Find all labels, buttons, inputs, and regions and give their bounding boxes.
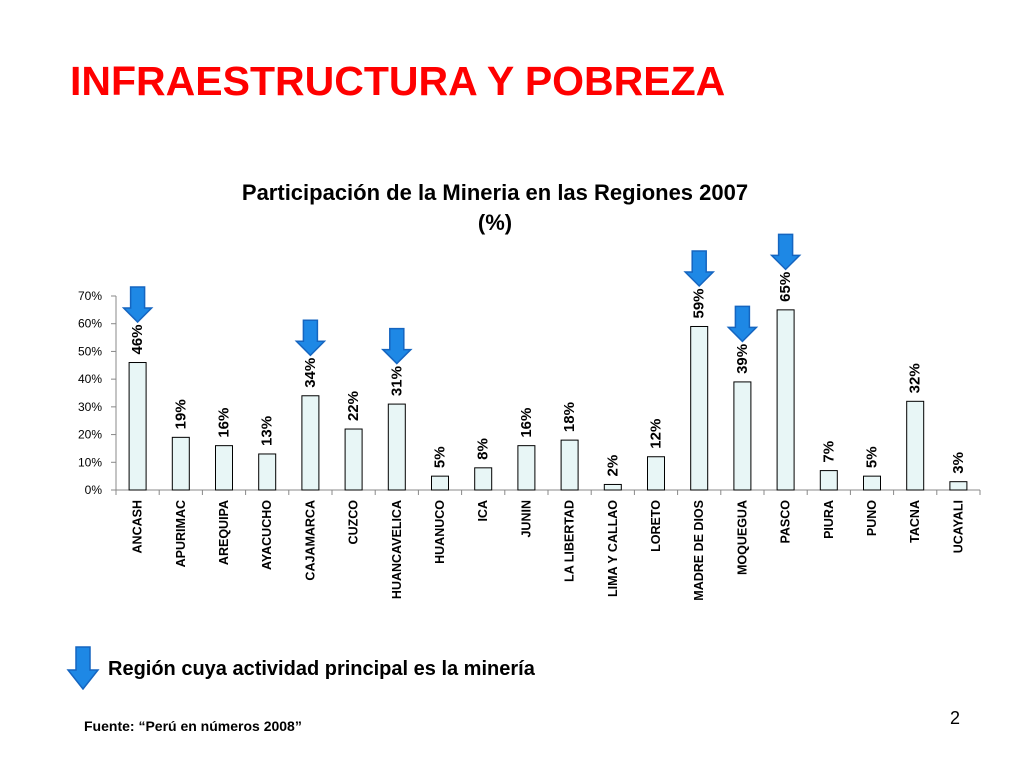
source-note: Fuente: “Perú en números 2008” bbox=[84, 718, 302, 734]
down-arrow-icon bbox=[726, 305, 759, 343]
y-tick-label: 50% bbox=[78, 344, 102, 358]
category-label: CAJAMARCA bbox=[303, 500, 317, 581]
category-label: MADRE DE DIOS bbox=[692, 500, 706, 601]
category-label: HUANUCO bbox=[433, 500, 447, 564]
category-label: UCAYALI bbox=[951, 500, 965, 553]
data-label: 3% bbox=[950, 452, 967, 474]
y-tick-label: 60% bbox=[78, 317, 102, 331]
category-label: APURIMAC bbox=[174, 500, 188, 567]
bar-pasco bbox=[776, 309, 795, 491]
bar-huancavelica bbox=[387, 403, 406, 491]
data-label: 22% bbox=[345, 391, 362, 421]
data-label: 46% bbox=[129, 324, 146, 354]
data-label: 18% bbox=[561, 402, 578, 432]
category-label: PUNO bbox=[865, 500, 879, 536]
data-label: 19% bbox=[172, 399, 189, 429]
bar-lima-y-callao bbox=[603, 483, 622, 491]
bar-la-libertad bbox=[560, 439, 579, 491]
bar-apurimac bbox=[171, 436, 190, 491]
data-label: 2% bbox=[604, 455, 621, 477]
bar-madre-de-dios bbox=[690, 325, 709, 491]
down-arrow-icon bbox=[769, 233, 802, 271]
down-arrow-icon bbox=[294, 319, 327, 357]
bar-cuzco bbox=[344, 428, 363, 491]
category-label: CUZCO bbox=[347, 500, 361, 545]
category-label: ANCASH bbox=[131, 500, 145, 553]
bar-cajamarca bbox=[301, 395, 320, 491]
bar-ayacucho bbox=[258, 453, 277, 491]
data-label: 34% bbox=[302, 358, 319, 388]
bar-ancash bbox=[128, 362, 147, 491]
bar-moquegua bbox=[733, 381, 752, 491]
page-number: 2 bbox=[950, 708, 961, 728]
category-label: LA LIBERTAD bbox=[563, 500, 577, 582]
bar-ica bbox=[474, 467, 493, 491]
data-label: 65% bbox=[777, 272, 794, 302]
bar-tacna bbox=[906, 400, 925, 491]
data-label: 59% bbox=[691, 288, 708, 318]
bar-piura bbox=[819, 470, 838, 491]
data-label: 31% bbox=[388, 366, 405, 396]
down-arrow-icon bbox=[121, 286, 154, 324]
down-arrow-icon bbox=[66, 646, 100, 690]
bar-ucayali bbox=[949, 481, 968, 491]
data-label: 39% bbox=[734, 344, 751, 374]
down-arrow-icon bbox=[683, 250, 716, 288]
bar-loreto bbox=[647, 456, 665, 491]
data-label: 32% bbox=[907, 363, 924, 393]
chart-title: Participación de la Mineria en las Regio… bbox=[241, 180, 749, 205]
category-label: LORETO bbox=[649, 500, 663, 552]
chart-title-block: Participación de la Mineria en las Regio… bbox=[130, 178, 860, 238]
chart-subtitle: (%) bbox=[477, 210, 513, 235]
data-label: 5% bbox=[864, 446, 881, 468]
category-label: HUANCAVELICA bbox=[390, 500, 404, 599]
bar-arequipa bbox=[215, 445, 233, 491]
y-tick-label: 10% bbox=[78, 455, 102, 469]
category-label: PIURA bbox=[822, 500, 836, 539]
data-label: 16% bbox=[216, 408, 233, 438]
category-label: JUNIN bbox=[519, 500, 533, 538]
data-label: 8% bbox=[475, 438, 492, 460]
bar-junin bbox=[517, 445, 536, 491]
data-label: 12% bbox=[648, 419, 665, 449]
data-label: 13% bbox=[259, 416, 276, 446]
data-label: 7% bbox=[820, 441, 837, 463]
y-tick-label: 20% bbox=[78, 428, 102, 442]
category-label: PASCO bbox=[779, 500, 793, 544]
category-label: ICA bbox=[476, 500, 490, 522]
y-tick-label: 70% bbox=[78, 289, 102, 303]
down-arrow-icon bbox=[380, 327, 413, 365]
slide-title: INFRAESTRUCTURA Y POBREZA bbox=[70, 58, 726, 104]
category-label: LIMA Y CALLAO bbox=[606, 500, 620, 597]
bar-huanuco bbox=[431, 475, 449, 491]
category-label: AREQUIPA bbox=[217, 500, 231, 565]
y-tick-label: 0% bbox=[85, 483, 103, 497]
data-label: 16% bbox=[518, 408, 535, 438]
category-label: MOQUEGUA bbox=[735, 500, 749, 575]
legend-text: Región cuya actividad principal es la mi… bbox=[108, 658, 535, 680]
y-tick-label: 30% bbox=[78, 400, 102, 414]
category-label: AYACUCHO bbox=[260, 500, 274, 570]
data-label: 5% bbox=[432, 446, 449, 468]
category-label: TACNA bbox=[908, 500, 922, 543]
bar-chart: 0% 10% 20% 30% 40% 50% 60% 70% 46% ANCASH 19% APURI… bbox=[78, 233, 981, 601]
y-tick-label: 40% bbox=[78, 372, 102, 386]
bar-puno bbox=[863, 475, 881, 491]
